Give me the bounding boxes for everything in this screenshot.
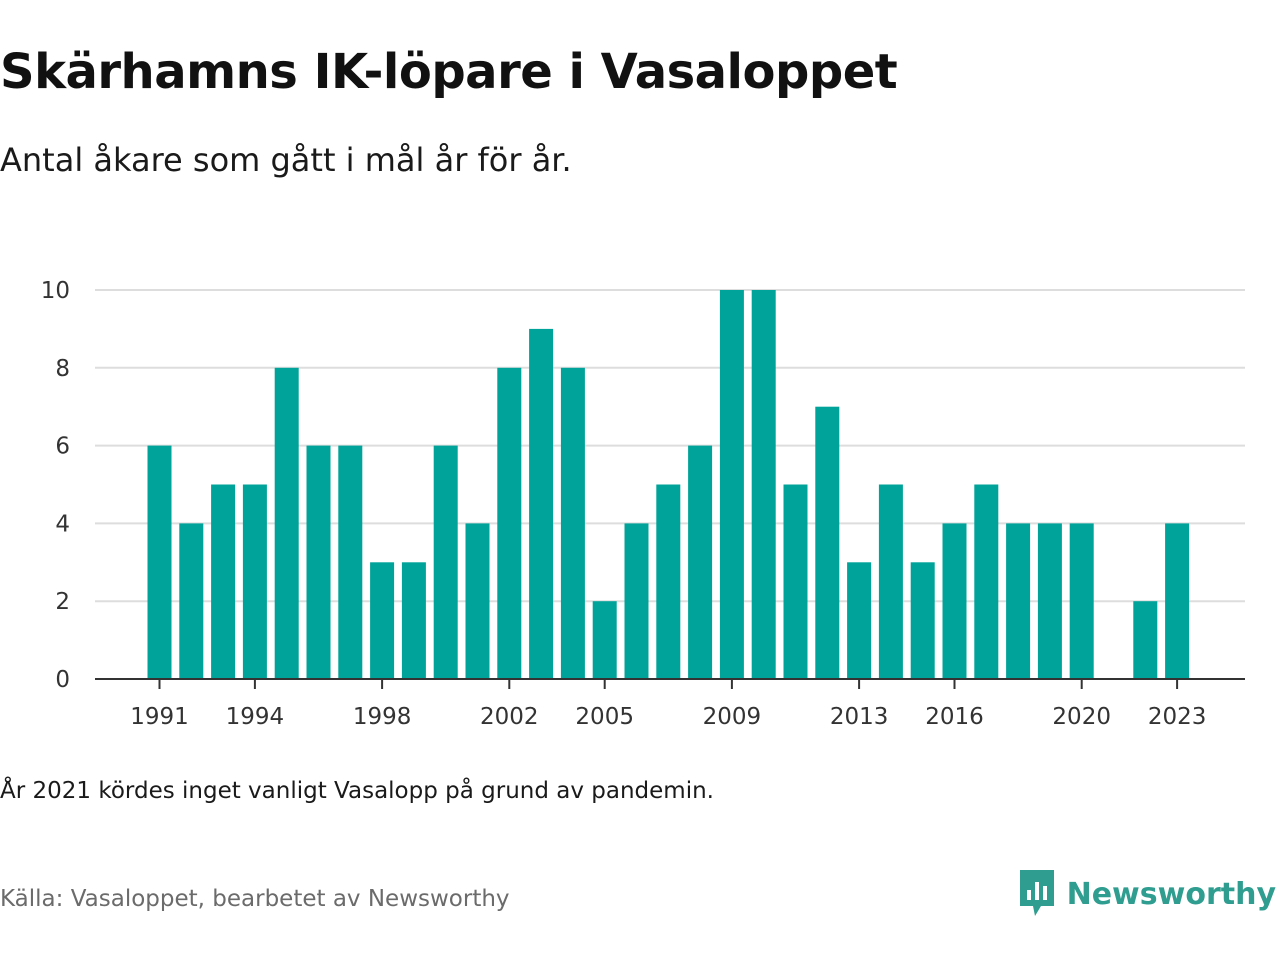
chart-title: Skärhamns IK-löpare i Vasaloppet bbox=[0, 44, 898, 100]
bar-2000 bbox=[433, 445, 458, 679]
x-tick-label: 2005 bbox=[575, 704, 634, 730]
x-tick-label: 2020 bbox=[1052, 704, 1111, 730]
x-tick-label: 2023 bbox=[1148, 704, 1207, 730]
bar-1999 bbox=[401, 562, 426, 679]
bar-2015 bbox=[910, 562, 935, 679]
bar-2023 bbox=[1165, 523, 1190, 679]
x-tick-label: 1998 bbox=[353, 704, 412, 730]
bar-1994 bbox=[242, 484, 267, 679]
bar-2016 bbox=[942, 523, 967, 679]
bar-2010 bbox=[751, 290, 776, 679]
footnote: År 2021 kördes inget vanligt Vasalopp på… bbox=[0, 778, 714, 804]
bar-2012 bbox=[815, 406, 840, 679]
y-tick-label: 6 bbox=[55, 434, 70, 460]
y-tick-label: 4 bbox=[55, 511, 70, 537]
y-tick-label: 2 bbox=[55, 589, 70, 615]
bar-2018 bbox=[1006, 523, 1031, 679]
bar-2022 bbox=[1133, 601, 1158, 679]
y-axis-ticks: 0 2 4 6 8 10 bbox=[41, 278, 70, 693]
bar-2007 bbox=[656, 484, 681, 679]
bar-2005 bbox=[592, 601, 617, 679]
chart-subtitle: Antal åkare som gått i mål år för år. bbox=[0, 141, 572, 179]
x-axis-ticks: 1991 1994 1998 2002 2005 2009 2013 2016 2020 2023 bbox=[130, 679, 1206, 730]
y-tick-label: 8 bbox=[55, 356, 70, 382]
bar-2004 bbox=[560, 367, 585, 679]
bar-2001 bbox=[465, 523, 490, 679]
bar-1991 bbox=[147, 445, 172, 679]
bar-1997 bbox=[338, 445, 363, 679]
x-tick-label: 2009 bbox=[703, 704, 762, 730]
bar-1996 bbox=[306, 445, 331, 679]
bar-2020 bbox=[1069, 523, 1094, 679]
bar-1993 bbox=[211, 484, 236, 679]
bar-2019 bbox=[1037, 523, 1062, 679]
bar-1992 bbox=[179, 523, 204, 679]
brand-name: Newsworthy bbox=[1066, 876, 1276, 912]
x-tick-label: 1994 bbox=[226, 704, 285, 730]
x-tick-label: 1991 bbox=[130, 704, 189, 730]
source-credit: Källa: Vasaloppet, bearbetet av Newswort… bbox=[0, 886, 510, 912]
x-tick-label: 2002 bbox=[480, 704, 539, 730]
y-tick-label: 10 bbox=[41, 278, 70, 304]
x-tick-label: 2016 bbox=[925, 704, 984, 730]
bar-2003 bbox=[529, 328, 554, 679]
bar-2008 bbox=[688, 445, 713, 679]
bar-2011 bbox=[783, 484, 808, 679]
bar-2009 bbox=[719, 290, 744, 679]
bar-2002 bbox=[497, 367, 522, 679]
bar-2013 bbox=[847, 562, 872, 679]
brand-logo: Newsworthy bbox=[1017, 868, 1276, 920]
bar-2006 bbox=[624, 523, 649, 679]
bar-chart: 0 2 4 6 8 10 1991 1994 1998 2002 2005 2009 2013 2016… bbox=[41, 278, 1245, 730]
bar-2014 bbox=[878, 484, 903, 679]
bar-2017 bbox=[974, 484, 999, 679]
bar-1995 bbox=[274, 367, 299, 679]
newsworthy-logo-icon bbox=[1019, 870, 1054, 916]
bar-1998 bbox=[370, 562, 395, 679]
y-tick-label: 0 bbox=[55, 667, 70, 693]
bars bbox=[147, 290, 1190, 679]
x-tick-label: 2013 bbox=[830, 704, 889, 730]
